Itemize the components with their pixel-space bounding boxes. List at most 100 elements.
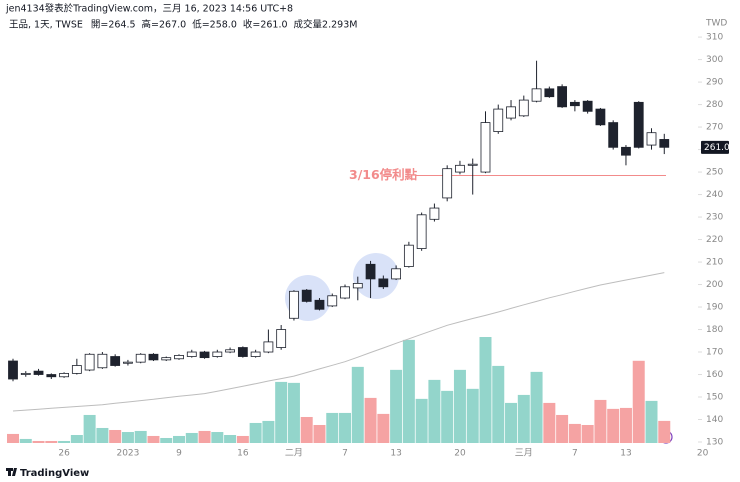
x-tick-label: 2023 — [116, 449, 139, 459]
candle-body — [186, 351, 197, 357]
candle-body — [391, 268, 402, 280]
x-tick-label: 20 — [697, 449, 709, 459]
candle-body — [174, 354, 184, 360]
volume-bar — [19, 438, 32, 443]
ohlc-field: 低=258.0 — [192, 19, 237, 31]
moving-average — [12, 272, 665, 412]
candle-body — [646, 132, 657, 146]
candle-body — [403, 244, 414, 267]
candle-body — [59, 372, 69, 378]
ohlc-field: 收=261.0 — [243, 19, 288, 31]
volume-bar — [645, 400, 658, 443]
y-tick-label: 290 — [706, 78, 723, 88]
volume-bar — [109, 429, 122, 443]
y-tick-label: 190 — [706, 303, 723, 313]
volume-bar — [326, 412, 339, 443]
candle-body — [71, 365, 82, 374]
candle-body — [621, 146, 631, 156]
candle-body — [378, 278, 389, 288]
x-tick-label: 20 — [454, 449, 466, 459]
candle-body — [557, 86, 568, 108]
last-price-label: 261.0 — [704, 143, 730, 153]
volume-bar — [466, 388, 479, 443]
candle-body — [442, 168, 453, 199]
volume-bars — [7, 337, 671, 443]
currency: TWD — [705, 19, 727, 29]
volume-bar — [530, 371, 543, 443]
symbol: 王品, 1天, TWSE — [9, 20, 83, 31]
candle-body — [33, 370, 44, 375]
candle-body — [518, 99, 529, 117]
volume-bar — [619, 407, 632, 443]
candle-body — [467, 163, 478, 166]
volume-bar — [198, 430, 211, 443]
volume-bar — [492, 365, 505, 443]
volume-bar — [249, 422, 262, 443]
candle-body — [595, 108, 606, 126]
logo-text: TradingView — [20, 468, 89, 479]
ohlc-field: 高=267.0 — [142, 19, 187, 31]
volume-bar — [658, 420, 671, 443]
volume-bar — [390, 369, 403, 443]
x-tick-label: 三月 — [515, 448, 533, 459]
volume-bar — [287, 382, 300, 443]
candle-body — [493, 108, 504, 132]
candle-body — [225, 349, 235, 353]
volume-bar — [556, 414, 569, 443]
y-tick-label: 130 — [706, 438, 723, 448]
candle-body — [352, 283, 363, 289]
candle-body — [46, 374, 57, 378]
volume-bar — [70, 435, 83, 443]
volume-bar — [147, 435, 160, 443]
y-tick-label: 170 — [706, 348, 723, 358]
y-tick-label: 240 — [706, 190, 723, 200]
y-tick-label: 150 — [706, 393, 723, 403]
candle-body — [289, 290, 299, 319]
candle-body — [531, 88, 542, 102]
candle-body — [135, 353, 146, 363]
x-tick-label: 二月 — [285, 448, 303, 459]
candle-body — [340, 286, 350, 299]
candle-body — [365, 263, 376, 280]
candle-body — [416, 214, 427, 249]
volume-bar — [121, 432, 134, 443]
volume-bar — [211, 432, 224, 443]
y-tick-label: 300 — [706, 55, 723, 65]
volume-bar — [134, 430, 147, 443]
y-tick-label: 200 — [706, 280, 723, 290]
volume-bar — [428, 379, 441, 443]
y-tick-label: 220 — [706, 235, 723, 245]
annotation-text: 3/16停利點 — [349, 167, 418, 182]
volume-bar — [45, 440, 58, 443]
candle-body — [301, 289, 312, 302]
candle-body — [544, 88, 555, 98]
candle-body — [212, 351, 223, 357]
candle-body — [8, 360, 18, 380]
volume-bar — [83, 414, 96, 443]
volume-bar — [339, 412, 352, 443]
x-tick-label: 13 — [390, 449, 401, 459]
volume-bar — [377, 413, 390, 443]
y-tick-label: 310 — [706, 33, 723, 43]
candle-body — [250, 351, 261, 357]
volume-bar — [7, 433, 19, 443]
x-tick-label: 26 — [58, 449, 70, 459]
volume-bar — [224, 435, 237, 443]
candle-body — [327, 295, 338, 307]
candle-body — [84, 353, 95, 371]
candle-body — [569, 101, 580, 107]
y-tick-label: 230 — [706, 213, 723, 223]
candle-body — [161, 357, 172, 361]
y-tick-label: 180 — [706, 325, 723, 335]
candle-body — [237, 347, 248, 357]
highlight-circle — [353, 253, 399, 299]
volume-bar — [364, 397, 377, 443]
candle-body — [506, 106, 516, 119]
x-tick-label: 7 — [342, 449, 348, 459]
candle-body — [263, 341, 274, 353]
y-tick-label: 250 — [706, 168, 723, 178]
candle-body — [199, 351, 210, 359]
ohlc-field: 開=264.5 — [91, 20, 136, 31]
x-tick-label: 7 — [572, 449, 578, 459]
candle-body — [97, 353, 108, 369]
